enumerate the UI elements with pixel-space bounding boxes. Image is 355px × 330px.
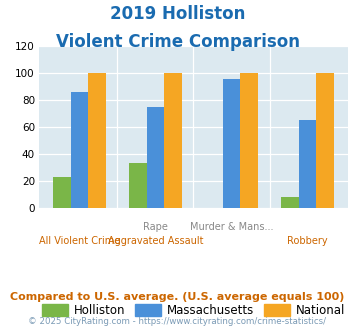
Bar — [164, 73, 182, 208]
Text: Rape: Rape — [143, 222, 168, 232]
Bar — [53, 177, 71, 208]
Bar — [129, 163, 147, 208]
Bar — [282, 197, 299, 208]
Text: Robbery: Robbery — [287, 236, 328, 246]
Text: Murder & Mans...: Murder & Mans... — [190, 222, 273, 232]
Bar — [147, 107, 164, 208]
Text: © 2025 CityRating.com - https://www.cityrating.com/crime-statistics/: © 2025 CityRating.com - https://www.city… — [28, 317, 327, 326]
Text: All Violent Crime: All Violent Crime — [39, 236, 120, 246]
Text: Violent Crime Comparison: Violent Crime Comparison — [55, 33, 300, 51]
Bar — [240, 73, 258, 208]
Text: 2019 Holliston: 2019 Holliston — [110, 5, 245, 23]
Bar — [223, 79, 240, 208]
Text: Aggravated Assault: Aggravated Assault — [108, 236, 203, 246]
Bar — [299, 120, 316, 208]
Bar — [71, 92, 88, 208]
Bar — [316, 73, 334, 208]
Legend: Holliston, Massachusetts, National: Holliston, Massachusetts, National — [37, 300, 350, 322]
Text: Compared to U.S. average. (U.S. average equals 100): Compared to U.S. average. (U.S. average … — [10, 292, 345, 302]
Bar — [88, 73, 105, 208]
